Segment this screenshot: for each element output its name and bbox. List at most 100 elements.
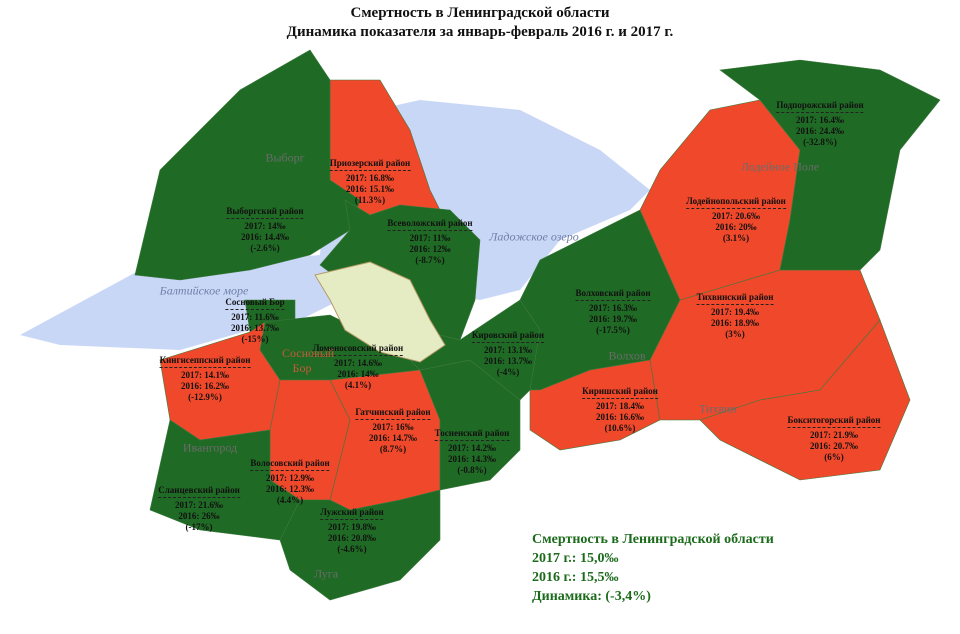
district-name: Подпорожский район <box>776 100 864 113</box>
district-label: Гатчинский район 2017: 16‰ 2016: 14.7‰ (8.7… <box>355 407 431 455</box>
district-line2017: 2017: 12.9‰ <box>265 473 314 483</box>
district-line2016: 2016: 12.3‰ <box>265 484 314 494</box>
title: Смертность в Ленинградской области Динам… <box>0 4 960 42</box>
district-line2016: 2016: 20.8‰ <box>328 533 376 543</box>
district-line2017: 2017: 14.6‰ <box>334 358 382 368</box>
district-change: (-8.7%) <box>415 255 445 265</box>
district-name: Ломоносовский район <box>312 343 404 356</box>
district-area <box>699 319 911 481</box>
district-label: Подпорожский район 2017: 16.4‰ 2016: 24.4‰… <box>776 100 864 148</box>
district-line2017: 2017: 14‰ <box>244 221 286 231</box>
district-label: Приозерский район 2017: 16.8‰ 2016: 15.1‰(… <box>329 158 411 206</box>
district-name: Кингисеппский район <box>159 355 251 368</box>
district-line2016: 2016: 13.7‰ <box>483 356 532 366</box>
district-line2017: 2017: 11‰ <box>409 233 451 243</box>
district-name: Приозерский район <box>329 158 411 171</box>
district-change: (3%) <box>725 329 745 339</box>
district-label: Сланцевский район 2017: 21.6‰ 2016: 26‰ (-1… <box>158 485 240 533</box>
district-name: Лужский район <box>320 507 384 520</box>
district-name: Сосновый Бор <box>225 297 285 310</box>
district-line2016: 2016: 13.7‰ <box>230 323 279 333</box>
district-change: (-17%) <box>185 522 213 532</box>
district-label: Ломоносовский район 2017: 14.6‰ 2016: 14‰(… <box>312 343 404 391</box>
st-petersburg <box>314 261 446 363</box>
district-area <box>719 59 941 271</box>
place-name: Волхов <box>608 348 646 363</box>
district-name: Тихвинский район <box>696 292 774 305</box>
summary-title: Смертность в Ленинградской области <box>532 532 774 547</box>
district-name: Кировский район <box>471 330 545 343</box>
place-name: Сосновый Бор <box>282 346 335 375</box>
district-label: Кингисеппский район 2017: 14.1‰ 2016: 16.2… <box>159 355 251 403</box>
district-line2016: 2016: 18.9‰ <box>711 318 759 328</box>
district-line2017: 2017: 19.4‰ <box>711 307 759 317</box>
district-line2017: 2017: 16‰ <box>372 422 414 432</box>
district-line2016: 2016: 14‰ <box>337 369 379 379</box>
summary-line: 2016 г.: 15,5‰ <box>532 570 619 585</box>
district-change: (-2.6%) <box>250 243 280 253</box>
district-label: Тихвинский район 2017: 19.4‰ 2016: 18.9‰ (3… <box>696 292 774 340</box>
district-area <box>279 489 441 601</box>
district-line2017: 2017: 21.6‰ <box>175 500 223 510</box>
district-name: Гатчинский район <box>355 407 431 420</box>
district-change: (-32.8%) <box>803 137 837 147</box>
district-line2016: 2016: 14.7‰ <box>369 433 417 443</box>
district-name: Лодейнопольский район <box>686 196 786 209</box>
district-line2017: 2017: 11.6‰ <box>231 312 279 322</box>
district-line2016: 2016: 16.2‰ <box>180 381 229 391</box>
district-label: Тосненский район 2017: 14.2‰ 2016: 14.3‰ (-… <box>434 428 510 476</box>
district-name: Волховский район <box>575 288 651 301</box>
place-name: Тихвин <box>699 401 737 416</box>
water-name: Балтийское море <box>159 283 249 298</box>
district-label: Всеволожский район 2017: 11‰ 2016: 12‰ (-8.… <box>387 218 473 266</box>
place-name: Лодейное Поле <box>740 159 820 174</box>
district-name: Сланцевский район <box>158 485 240 498</box>
district-line2017: 2017: 14.2‰ <box>447 443 496 453</box>
district-line2016: 2016: 14.4‰ <box>241 232 289 242</box>
place-name: Луга <box>313 566 339 581</box>
district-area <box>149 419 301 541</box>
district-line2017: 2017: 19.8‰ <box>328 522 376 532</box>
water-name: Ладожское озеро <box>489 229 579 244</box>
district-change: (4.1%) <box>344 380 372 390</box>
district-label: Волосовский район 2017: 12.9‰ 2016: 12.3‰(… <box>250 458 330 506</box>
district-label: Лодейнопольский район 2017: 20.6‰ 2016: 20… <box>686 196 786 244</box>
district-line2017: 2017: 16.4‰ <box>796 115 844 125</box>
place-name: Выборг <box>265 150 305 165</box>
district-name: Выборгский район <box>226 206 304 219</box>
district-line2016: 2016: 14.3‰ <box>447 454 496 464</box>
district-name: Всеволожский район <box>387 218 473 231</box>
title-line: Динамика показателя за январь-февраль 20… <box>286 24 674 40</box>
district-change: (8.7%) <box>379 444 407 454</box>
district-line2017: 2017: 20.6‰ <box>711 211 760 221</box>
district-name: Тосненский район <box>434 428 510 441</box>
district-label: Лужский район 2017: 19.8‰ 2016: 20.8‰ (-4.6… <box>320 507 384 555</box>
district-name: Киришский район <box>582 386 658 399</box>
district-line2017: 2017: 18.4‰ <box>596 401 644 411</box>
district-change: (-4.6%) <box>337 544 367 554</box>
district-line2016: 2016: 19.7‰ <box>588 314 637 324</box>
district-change: (-15%) <box>241 334 269 344</box>
district-change: (10.6%) <box>604 423 636 433</box>
district-label: Волховский район 2017: 16.3‰ 2016: 19.7‰ (-… <box>575 288 651 336</box>
district-line2016: 2016: 20.7‰ <box>809 441 858 451</box>
district-label: Кировский район 2017: 13.1‰ 2016: 13.7‰ (-4… <box>471 330 545 378</box>
district-line2016: 2016: 16.6‰ <box>596 412 644 422</box>
district-change: (4.4%) <box>276 495 304 505</box>
district-label: Бокситогорский район 2017: 21.9‰ 2016: 20.… <box>787 415 881 463</box>
district-line2016: 2016: 12‰ <box>409 244 451 254</box>
district-line2016: 2016: 20‰ <box>715 222 757 232</box>
district-line2016: 2016: 15.1‰ <box>346 184 394 194</box>
title-line: Смертность в Ленинградской области <box>350 5 610 21</box>
district-change: (-12.9%) <box>188 392 222 402</box>
district-label: Киришский район 2017: 18.4‰ 2016: 16.6‰ (10… <box>582 386 658 434</box>
district-change: (-0.8%) <box>457 465 487 475</box>
district-change: (3.1%) <box>722 233 750 243</box>
summary-line: 2017 г.: 15,0‰ <box>532 551 619 566</box>
summary-line: Динамика: (-3,4%) <box>532 589 651 604</box>
place-name: Ивангород <box>182 440 238 455</box>
district-label: Сосновый Бор 2017: 11.6‰ 2016: 13.7‰ (-15%) <box>225 297 285 345</box>
district-line2016: 2016: 26‰ <box>178 511 220 521</box>
district-line2017: 2017: 13.1‰ <box>483 345 532 355</box>
